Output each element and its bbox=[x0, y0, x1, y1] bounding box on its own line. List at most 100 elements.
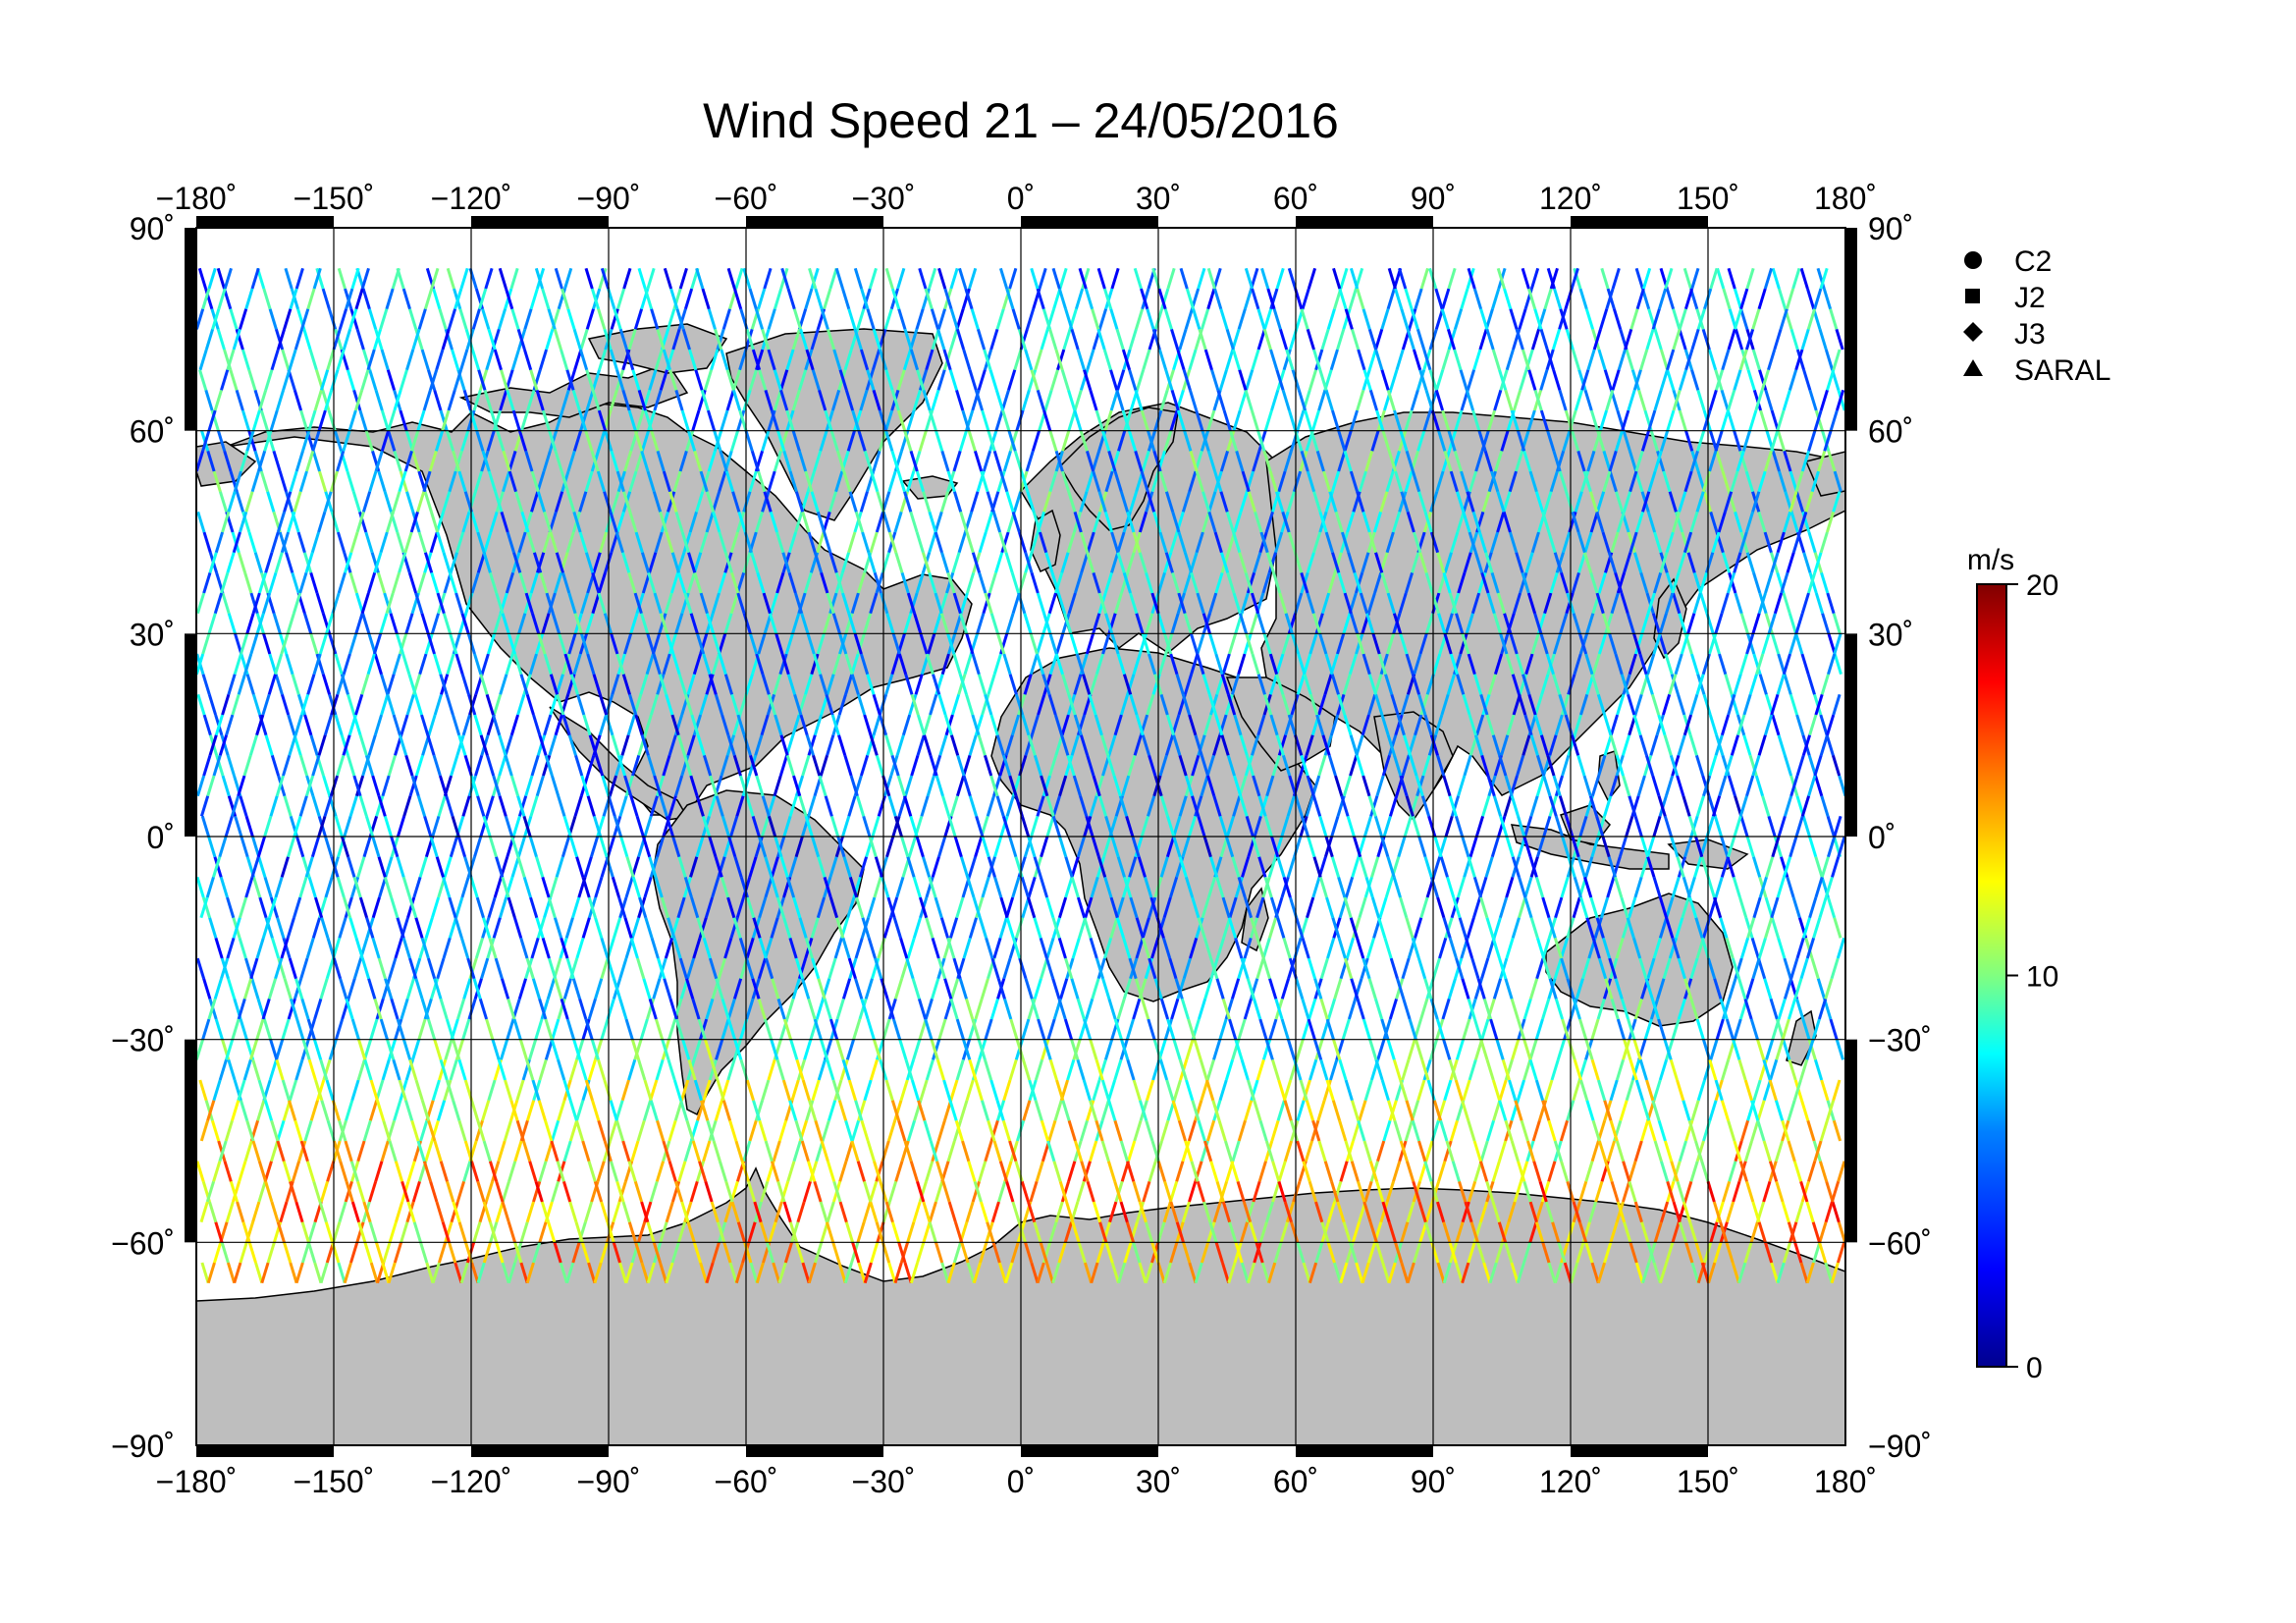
track-segment bbox=[1122, 978, 1133, 1000]
track-segment bbox=[472, 1221, 482, 1243]
track-segment bbox=[841, 592, 851, 615]
track-segment bbox=[1178, 795, 1188, 817]
track-segment bbox=[1231, 1140, 1241, 1163]
track-segment bbox=[1104, 470, 1114, 493]
track-segment bbox=[695, 795, 705, 817]
track-segment bbox=[665, 1262, 674, 1284]
track-segment bbox=[759, 1221, 769, 1243]
track-segment bbox=[675, 308, 685, 330]
track-segment bbox=[1145, 1079, 1155, 1102]
track-segment bbox=[1025, 308, 1036, 330]
track-segment bbox=[1008, 1058, 1018, 1081]
track-segment bbox=[592, 552, 602, 573]
track-segment bbox=[838, 632, 848, 655]
track-segment bbox=[524, 450, 534, 472]
track-segment bbox=[633, 430, 644, 452]
track-segment bbox=[376, 571, 387, 594]
track-segment bbox=[850, 592, 860, 615]
track-segment bbox=[274, 328, 285, 351]
track-segment bbox=[1079, 795, 1089, 817]
track-segment bbox=[847, 613, 857, 634]
track-segment bbox=[401, 288, 411, 310]
track-segment bbox=[890, 653, 900, 676]
track-segment bbox=[578, 998, 588, 1020]
track-segment bbox=[1307, 267, 1317, 290]
track-segment bbox=[949, 734, 960, 756]
track-segment bbox=[216, 267, 226, 290]
track-segment bbox=[893, 815, 903, 838]
track-segment bbox=[992, 937, 1002, 959]
track-segment bbox=[479, 734, 489, 756]
track-segment bbox=[1208, 592, 1218, 615]
track-segment bbox=[734, 267, 744, 290]
track-segment bbox=[859, 653, 870, 676]
track-segment bbox=[872, 328, 881, 351]
track-segment bbox=[501, 876, 510, 898]
track-segment bbox=[707, 450, 717, 472]
track-segment bbox=[1283, 450, 1293, 472]
track-segment bbox=[488, 1221, 499, 1243]
track-segment bbox=[782, 450, 792, 472]
track-segment bbox=[612, 917, 622, 939]
track-segment bbox=[896, 775, 906, 797]
track-segment bbox=[212, 470, 222, 493]
track-segment bbox=[704, 896, 715, 919]
track-segment bbox=[1215, 1180, 1225, 1203]
track-segment bbox=[454, 592, 464, 615]
track-segment bbox=[1196, 632, 1205, 655]
track-segment bbox=[792, 775, 802, 797]
track-segment bbox=[788, 1100, 798, 1121]
track-segment bbox=[814, 1119, 824, 1142]
track-segment bbox=[1230, 978, 1241, 1000]
track-segment bbox=[550, 1119, 561, 1142]
track-segment bbox=[1003, 998, 1013, 1020]
track-segment bbox=[683, 592, 693, 615]
track-segment bbox=[504, 815, 514, 838]
track-segment bbox=[734, 1262, 745, 1284]
track-segment bbox=[1049, 369, 1059, 391]
track-segment bbox=[237, 552, 247, 573]
track-segment bbox=[816, 896, 827, 919]
track-segment bbox=[791, 430, 801, 452]
track-segment bbox=[686, 571, 696, 594]
track-segment bbox=[918, 267, 928, 290]
track-segment bbox=[962, 754, 972, 777]
track-segment bbox=[767, 1058, 776, 1081]
track-segment bbox=[841, 978, 852, 1000]
track-segment bbox=[394, 1201, 404, 1223]
track-segment bbox=[457, 1221, 467, 1243]
track-segment bbox=[677, 1161, 687, 1182]
track-segment bbox=[774, 714, 783, 736]
track-segment bbox=[689, 1180, 699, 1203]
track-segment bbox=[220, 734, 230, 756]
track-segment bbox=[214, 1221, 224, 1243]
track-segment bbox=[687, 1058, 697, 1081]
track-segment bbox=[1835, 328, 1844, 351]
track-segment bbox=[786, 288, 796, 310]
track-segment bbox=[225, 1201, 235, 1223]
track-segment bbox=[949, 308, 959, 330]
track-segment bbox=[1046, 1018, 1056, 1041]
track-segment bbox=[597, 592, 607, 615]
track-segment bbox=[507, 450, 517, 472]
track-segment bbox=[1169, 1201, 1179, 1223]
track-segment bbox=[450, 1201, 459, 1223]
track-segment bbox=[1095, 1058, 1104, 1081]
track-segment bbox=[850, 1119, 861, 1142]
track-segment bbox=[952, 1119, 963, 1142]
track-segment bbox=[931, 856, 940, 878]
track-segment bbox=[375, 998, 385, 1020]
track-segment bbox=[285, 552, 294, 573]
track-segment bbox=[528, 1161, 538, 1182]
track-segment bbox=[221, 775, 231, 797]
track-segment bbox=[455, 734, 465, 756]
track-segment bbox=[482, 1241, 493, 1264]
track-segment bbox=[352, 775, 362, 797]
track-segment bbox=[370, 552, 380, 573]
track-segment bbox=[786, 674, 797, 695]
track-segment bbox=[312, 1180, 322, 1203]
track-segment bbox=[473, 470, 484, 493]
track-segment bbox=[337, 1262, 347, 1284]
track-segment bbox=[1783, 754, 1793, 777]
track-segment bbox=[285, 653, 294, 676]
